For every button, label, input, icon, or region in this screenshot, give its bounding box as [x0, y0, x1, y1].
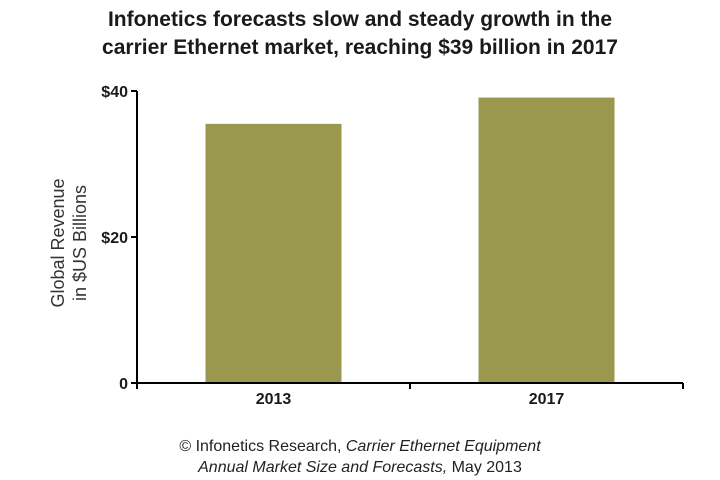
y-axis-label-line-1: Global Revenue — [48, 178, 68, 307]
y-tick-label-20: $20 — [101, 230, 128, 247]
y-tick-label-40: $40 — [101, 84, 128, 101]
x-tick-label-2013: 2013 — [256, 391, 292, 408]
source-footer: © Infonetics Research, Carrier Ethernet … — [0, 436, 720, 478]
footer-report-subtitle: Annual Market Size and Forecasts, — [198, 459, 448, 476]
y-tick-label-0: 0 — [119, 376, 128, 393]
bar-chart: Global Revenue in $US Billions 2013 2017 0… — [48, 84, 684, 408]
footer-date: May 2013 — [447, 459, 522, 476]
y-axis-label: Global Revenue in $US Billions — [48, 178, 90, 307]
chart-title-line-2: carrier Ethernet market, reaching $39 bi… — [102, 36, 618, 59]
chart-title-line-1: Infonetics forecasts slow and steady gro… — [107, 8, 613, 31]
y-axis-label-line-2: in $US Billions — [70, 185, 90, 301]
bars-group — [205, 97, 615, 383]
footer-source: © Infonetics Research, — [179, 438, 346, 455]
x-tick-label-2017: 2017 — [529, 391, 565, 408]
footer-report-title: Carrier Ethernet Equipment — [345, 438, 541, 455]
footer-line-2: Annual Market Size and Forecasts, May 20… — [0, 457, 720, 478]
bar-2013 — [205, 123, 342, 383]
footer-line-1: © Infonetics Research, Carrier Ethernet … — [0, 436, 720, 457]
axes-group: 2013 2017 0 $20 $40 — [101, 84, 684, 408]
bar-2017 — [478, 97, 615, 383]
chart-title: Infonetics forecasts slow and steady gro… — [0, 6, 720, 62]
